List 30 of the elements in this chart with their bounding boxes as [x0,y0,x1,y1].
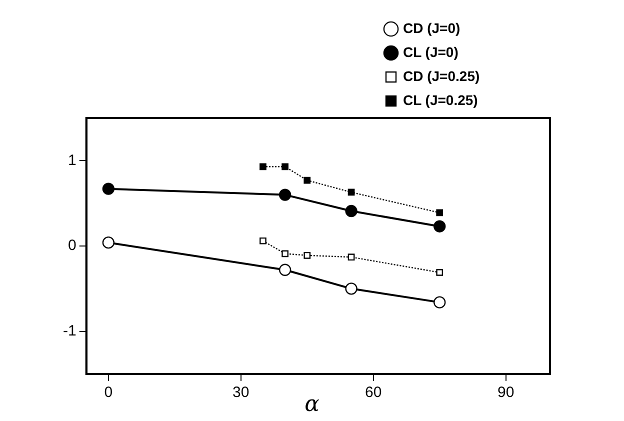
point [260,163,266,170]
x-tick-label: 60 [365,384,382,402]
point [436,269,444,276]
point [102,236,115,249]
legend-label: CL (J=0.25) [403,92,478,108]
point [278,264,292,276]
point [348,254,355,261]
x-tick-label: 30 [232,384,250,402]
legend-label: CL (J=0) [403,44,458,60]
point [260,237,266,244]
point [304,252,311,259]
point [434,220,446,232]
point [345,204,358,218]
x-tick-label: 90 [498,384,514,402]
point [282,163,288,170]
point [102,182,115,195]
point [436,209,444,216]
y-tick-label: -1 [62,322,76,340]
x-tick-label: 0 [104,384,113,402]
point [345,282,358,295]
point [304,176,311,184]
y-tick-label: 1 [68,152,76,169]
point [434,296,446,308]
point [278,188,292,201]
legend-label: CD (J=0) [403,20,460,36]
point [348,188,355,196]
legend-label: CD (J=0.25) [403,68,480,84]
point [282,250,288,258]
x-axis-title: α [304,392,320,417]
y-tick-label: 0 [68,237,76,254]
